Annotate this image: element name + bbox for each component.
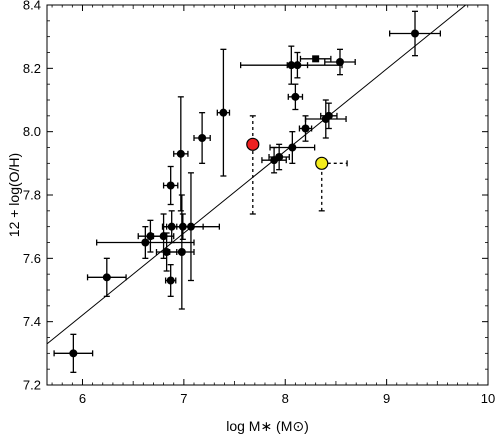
- x-tick-label: 7: [180, 391, 187, 406]
- data-point: [102, 273, 111, 282]
- data-point: [69, 349, 78, 358]
- data-point: [335, 58, 344, 66]
- data-point: [288, 143, 297, 152]
- data-point: [312, 55, 320, 63]
- x-tick-label: 6: [79, 391, 86, 406]
- fit-line: [46, 4, 467, 345]
- x-axis-title: log M∗ (M⊙): [226, 418, 309, 434]
- y-tick-label: 7.6: [23, 251, 41, 266]
- y-tick-label: 8.4: [23, 0, 41, 13]
- data-point: [176, 149, 185, 158]
- y-axis-title: 12 + log(O/H): [6, 153, 22, 237]
- data-point: [141, 238, 150, 247]
- data-point: [315, 156, 329, 170]
- fit-line-layer: [46, 4, 467, 345]
- data-point: [411, 29, 420, 38]
- y-tick-label: 8.0: [23, 124, 41, 139]
- x-tick-label: 8: [282, 391, 289, 406]
- x-tick-label: 9: [383, 391, 390, 406]
- data-point: [301, 124, 310, 133]
- data-point: [178, 222, 187, 231]
- y-tick-label: 7.2: [23, 378, 41, 393]
- data-point: [159, 232, 168, 241]
- axes-layer: 6 7 8 9 10 7.2 7.4 7.6 7.8 8.0 8.2 8.4: [23, 0, 495, 406]
- error-bars-layer: [53, 10, 442, 373]
- data-point: [324, 111, 333, 120]
- data-point: [167, 222, 176, 231]
- y-tick-label: 7.8: [23, 188, 41, 203]
- data-point: [166, 181, 175, 190]
- data-point: [162, 248, 171, 256]
- plot-frame: [46, 4, 489, 386]
- data-point: [293, 61, 302, 70]
- data-point: [186, 222, 195, 231]
- data-point: [198, 134, 207, 142]
- data-point: [166, 276, 175, 285]
- data-point: [287, 61, 296, 70]
- x-tick-label: 10: [481, 391, 495, 406]
- data-point: [177, 248, 186, 256]
- data-point: [275, 153, 284, 161]
- data-point: [219, 108, 228, 117]
- data-point: [246, 137, 260, 151]
- data-point: [146, 232, 155, 241]
- y-tick-label: 7.4: [23, 314, 41, 329]
- data-points-layer: [69, 29, 420, 358]
- data-point: [291, 92, 300, 101]
- y-tick-label: 8.2: [23, 61, 41, 76]
